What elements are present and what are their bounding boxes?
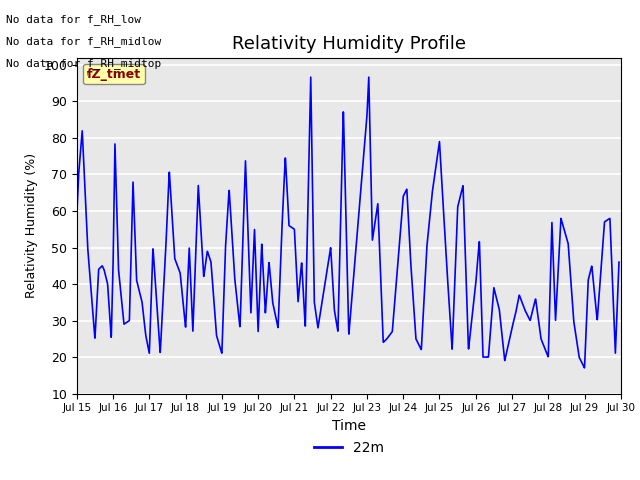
Legend: 22m: 22m — [308, 435, 389, 461]
Title: Relativity Humidity Profile: Relativity Humidity Profile — [232, 35, 466, 53]
Text: No data for f_RH_low: No data for f_RH_low — [6, 14, 141, 25]
X-axis label: Time: Time — [332, 419, 366, 433]
Text: No data for f_RH_midtop: No data for f_RH_midtop — [6, 58, 162, 69]
Text: No data for f_RH_midlow: No data for f_RH_midlow — [6, 36, 162, 47]
Y-axis label: Relativity Humidity (%): Relativity Humidity (%) — [25, 153, 38, 298]
